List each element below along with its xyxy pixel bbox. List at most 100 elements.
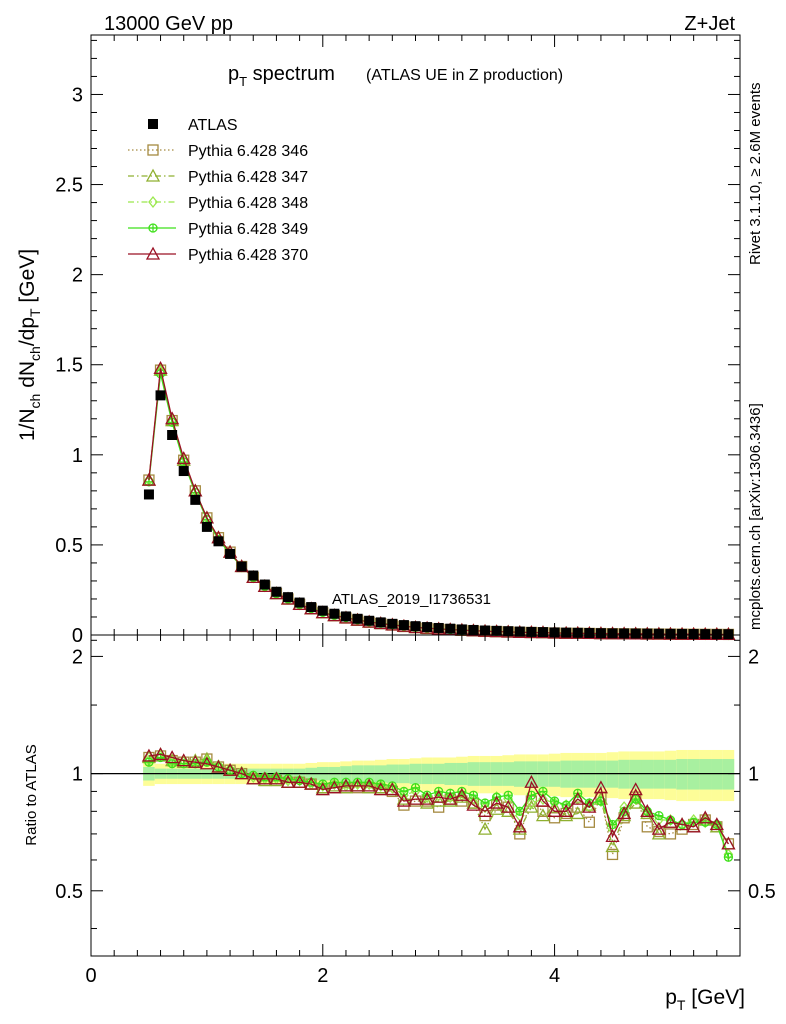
ratio-point (663, 814, 678, 828)
ratio-point (433, 801, 445, 813)
ratio-point (512, 821, 527, 835)
data-point (352, 613, 363, 624)
ratio-point (641, 821, 653, 833)
legend-entry: Pythia 6.428 370 (128, 246, 308, 264)
ratio-point (257, 771, 272, 785)
data-point (653, 628, 664, 639)
mcplots-label: mcplots.cern.ch [arXiv:1306.3436] (747, 403, 764, 630)
data-point (468, 624, 479, 635)
legend-label: Pythia 6.428 346 (188, 143, 308, 160)
ratio-point (698, 810, 713, 824)
data-point (294, 597, 305, 608)
ratio-series-layer (141, 747, 736, 862)
ratio-point (674, 817, 690, 831)
data-point (167, 430, 178, 440)
ratio-series (141, 747, 736, 850)
ratio-point (709, 817, 724, 831)
data-point (283, 592, 294, 603)
legend-marker (148, 119, 158, 129)
ratio-point (445, 791, 456, 804)
legend-label: ATLAS (188, 117, 238, 134)
ratio-point (547, 799, 562, 813)
data-point (178, 466, 189, 477)
ratio-point (526, 797, 537, 810)
ratio-point (280, 774, 296, 788)
legend-label: Pythia 6.428 348 (188, 195, 308, 212)
ratio-point (199, 756, 214, 770)
data-point (607, 628, 618, 639)
ratio-point (512, 819, 527, 833)
inner-band-bin (653, 759, 665, 789)
ratio-y-tick-label-right: 0.5 (748, 881, 776, 903)
ratio-point (211, 759, 226, 773)
inner-band-bin (618, 759, 630, 789)
legend-marker (145, 168, 161, 182)
data-point (514, 626, 525, 637)
ratio-point (570, 806, 585, 820)
data-point (225, 548, 236, 559)
data-point (141, 472, 157, 486)
data-point (155, 390, 166, 401)
ratio-point (396, 793, 412, 807)
legend-marker (145, 246, 161, 260)
ratio-y-tick-label: 2 (72, 646, 83, 668)
ratio-point (570, 791, 585, 805)
ratio-point (141, 748, 157, 762)
ratio-axis-ticks: 0.5 0.5 1 1 2 2 0 2 4 (55, 635, 776, 987)
ratio-point (524, 774, 539, 788)
ratio-point (501, 803, 516, 817)
ratio-point (431, 789, 446, 803)
y-tick-label: 2.5 (55, 175, 83, 197)
ratio-point (628, 782, 643, 796)
ratio-point (315, 782, 330, 796)
ratio-point (686, 819, 701, 833)
ratio-point (454, 787, 469, 801)
plot-title-main: p (228, 63, 239, 85)
ratio-y-axis-label: Ratio to ATLAS (23, 744, 40, 845)
ratio-point (443, 793, 458, 807)
inner-band-bin (687, 759, 700, 790)
data-point (201, 521, 212, 532)
data-point (143, 489, 154, 500)
data-point (700, 629, 711, 640)
energy-label: 13000 GeV pp (104, 13, 233, 35)
inner-band-bin (699, 759, 712, 790)
ratio-point (561, 799, 571, 812)
ratio-point (167, 759, 177, 769)
inner-band-bin (629, 759, 642, 789)
ratio-point (549, 796, 560, 806)
data-point (630, 628, 641, 639)
legend-entry: Pythia 6.428 347 (128, 168, 308, 186)
legend-entry: Pythia 6.428 346 (128, 143, 308, 160)
ratio-point (605, 828, 620, 842)
x-axis-label-sub: T (677, 997, 686, 1013)
legend-marker (147, 144, 159, 156)
inner-band-bin (676, 759, 688, 790)
ratio-point (572, 801, 584, 813)
ratio-point (723, 852, 734, 862)
ratio-point (535, 808, 551, 822)
data-point (176, 451, 191, 465)
ratio-point (583, 816, 595, 828)
main-y-axis-label: 1/Nch dNch/dpT [GeV] (16, 249, 43, 441)
ratio-point (559, 808, 574, 822)
data-point (410, 621, 421, 632)
ratio-uncertainty-band (91, 749, 740, 802)
data-point (213, 536, 224, 547)
ratio-y-tick-label-right: 1 (748, 764, 759, 786)
rivet-label: Rivet 3.1.10, ≥ 2.6M events (747, 83, 764, 266)
data-point (340, 611, 351, 622)
data-point (422, 622, 433, 633)
y-tick-label: 0 (72, 625, 83, 647)
ratio-point (654, 810, 664, 821)
ratio-point (443, 791, 458, 805)
legend-label: Pythia 6.428 349 (188, 221, 308, 238)
ratio-point (630, 793, 641, 806)
y-tick-label: 0.5 (55, 535, 83, 557)
data-point (317, 605, 328, 616)
ratio-point (165, 750, 180, 764)
ratio-panel: 0.5 0.5 1 1 2 2 0 2 4 (55, 634, 776, 987)
ratio-point (338, 778, 354, 792)
data-point (584, 628, 595, 639)
data-point (677, 628, 688, 639)
